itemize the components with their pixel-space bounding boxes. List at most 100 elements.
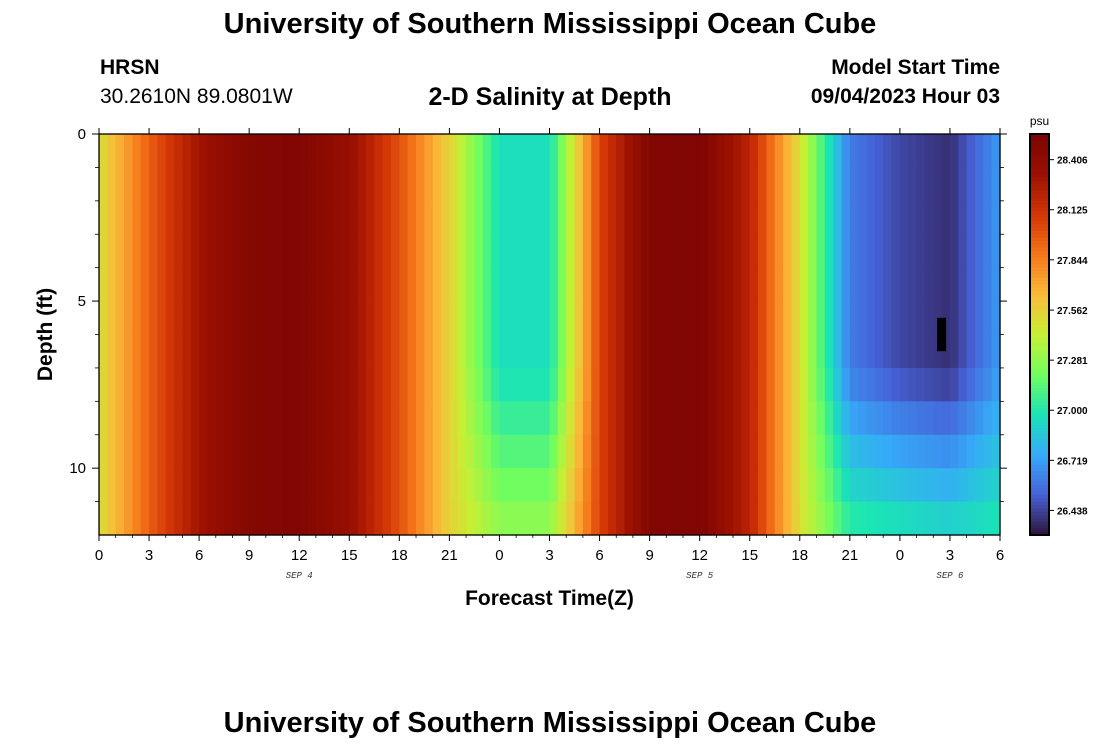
heatmap-cell — [941, 367, 951, 402]
colorbar-segment — [1030, 240, 1049, 245]
heatmap-cell — [432, 401, 442, 436]
heatmap-cell — [607, 434, 617, 469]
heatmap-cell — [816, 334, 826, 369]
heatmap-cell — [983, 401, 993, 436]
heatmap-cell — [107, 401, 117, 436]
colorbar-segment — [1030, 317, 1049, 322]
heatmap-cell — [649, 134, 659, 169]
heatmap-cell — [582, 301, 592, 336]
heatmap-cell — [941, 234, 951, 269]
heatmap-cell — [240, 200, 250, 235]
colorbar-segment — [1030, 177, 1049, 182]
heatmap-cell — [224, 501, 234, 536]
heatmap-cell — [199, 234, 209, 269]
heatmap-cell — [916, 267, 926, 302]
heatmap-cell — [174, 401, 184, 436]
colorbar-segment — [1030, 160, 1049, 165]
heatmap-cell — [816, 501, 826, 536]
heatmap-cell — [224, 367, 234, 402]
heatmap-cell — [190, 401, 200, 436]
heatmap-cell — [799, 234, 809, 269]
heatmap-cell — [324, 334, 334, 369]
heatmap-cell — [499, 367, 509, 402]
heatmap-cell — [407, 267, 417, 302]
colorbar-segment — [1030, 164, 1049, 169]
colorbar-segment — [1030, 311, 1049, 316]
heatmap-cell — [324, 401, 334, 436]
heatmap-cell — [299, 434, 309, 469]
heatmap-cell — [641, 501, 651, 536]
heatmap-cell — [574, 334, 584, 369]
colorbar-segment — [1030, 200, 1049, 205]
heatmap-cell — [265, 367, 275, 402]
heatmap-cell — [808, 367, 818, 402]
heatmap-cell — [482, 234, 492, 269]
colorbar-segment — [1030, 341, 1049, 346]
heatmap-cell — [799, 468, 809, 503]
heatmap-cell — [349, 301, 359, 336]
heatmap-cell — [708, 367, 717, 402]
heatmap-cell — [399, 167, 409, 202]
heatmap-cell — [799, 334, 809, 369]
colorbar-segment — [1030, 194, 1049, 199]
colorbar-segment — [1030, 504, 1049, 509]
heatmap-cell — [249, 367, 259, 402]
heatmap-cell — [474, 134, 484, 169]
heatmap-cell — [340, 367, 350, 402]
heatmap-cell — [257, 134, 267, 169]
heatmap-cell — [340, 301, 350, 336]
heatmap-cell — [791, 501, 801, 536]
heatmap-cell — [908, 167, 918, 202]
heatmap-cell — [816, 367, 826, 402]
colorbar-segment — [1030, 274, 1049, 279]
heatmap-cell — [891, 167, 901, 202]
heatmap-cell — [124, 200, 133, 235]
heatmap-cell — [691, 501, 701, 536]
heatmap-cell — [474, 367, 484, 402]
colorbar-segment — [1030, 454, 1049, 459]
heatmap-cell — [207, 434, 217, 469]
heatmap-cell — [891, 434, 901, 469]
heatmap-cell — [265, 401, 275, 436]
heatmap-cell — [407, 134, 417, 169]
heatmap-cell — [149, 200, 158, 235]
heatmap-cell — [808, 434, 818, 469]
heatmap-cell — [783, 401, 793, 436]
heatmap-cell — [791, 468, 801, 503]
heatmap-cell — [390, 468, 400, 503]
colorbar-segment — [1030, 397, 1049, 402]
heatmap-cell — [140, 267, 150, 302]
heatmap-cell — [874, 301, 884, 336]
colorbar-tick-label: 27.562 — [1057, 306, 1088, 317]
heatmap-cell — [582, 501, 592, 536]
heatmap-cell — [174, 267, 184, 302]
heatmap-cell — [566, 267, 576, 302]
x-tick-label: 12 — [291, 547, 308, 564]
heatmap-cell — [708, 501, 717, 536]
heatmap-cell — [691, 134, 701, 169]
heatmap-cell — [924, 468, 934, 503]
heatmap-cell — [182, 134, 192, 169]
heatmap-cell — [165, 134, 175, 169]
colorbar-segment — [1030, 401, 1049, 406]
heatmap-cell — [157, 301, 167, 336]
heatmap-cell — [299, 134, 309, 169]
heatmap-cell — [407, 234, 417, 269]
heatmap-cell — [657, 267, 667, 302]
heatmap-cell — [499, 134, 509, 169]
heatmap-cell — [449, 334, 459, 369]
heatmap-cell — [899, 234, 909, 269]
heatmap-cell — [199, 401, 209, 436]
heatmap-cell — [716, 301, 726, 336]
heatmap-cell — [441, 501, 450, 536]
heatmap-cell — [908, 401, 918, 436]
heatmap-cell — [315, 200, 325, 235]
heatmap-cell — [424, 234, 434, 269]
heatmap-cell — [724, 167, 734, 202]
heatmap-cell — [349, 234, 359, 269]
heatmap-cell — [524, 234, 534, 269]
heatmap-cell — [716, 468, 726, 503]
page-title: University of Southern Mississippi Ocean… — [223, 8, 877, 40]
heatmap-cell — [557, 234, 567, 269]
heatmap-cell — [899, 200, 909, 235]
